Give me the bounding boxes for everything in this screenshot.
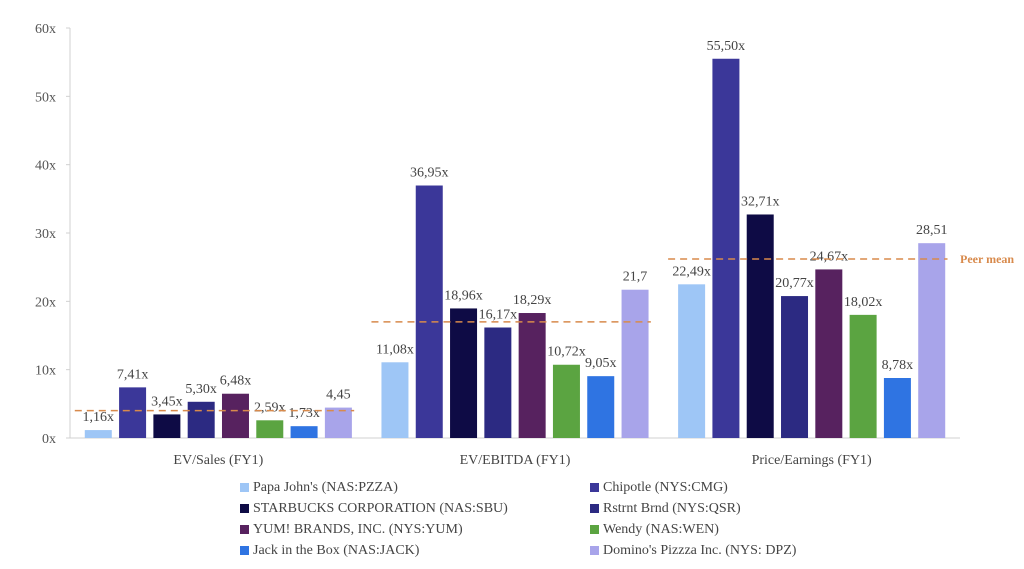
data-label: 9,05x (585, 356, 617, 371)
bar (484, 327, 512, 438)
y-tick-label: 10x (35, 364, 56, 379)
y-tick-label: 40x (35, 159, 56, 174)
data-label: 16,17x (479, 308, 518, 323)
legend-swatch (590, 483, 599, 492)
data-label: 4,45 (326, 388, 351, 403)
legend-swatch (240, 546, 249, 555)
legend-item: Domino's Pizzza Inc. (NYS: DPZ) (590, 541, 860, 560)
legend-item: Rstrnt Brnd (NYS:QSR) (590, 499, 860, 518)
data-label: 18,29x (513, 293, 552, 308)
data-label: 3,45x (151, 394, 183, 409)
legend-label: Jack in the Box (NAS:JACK) (253, 542, 420, 558)
bar (415, 185, 443, 438)
bar (849, 314, 877, 438)
bar (518, 313, 546, 438)
bar (918, 243, 946, 438)
legend-swatch (590, 504, 599, 513)
y-tick-label: 20x (35, 295, 56, 310)
data-label: 22,49x (672, 264, 711, 279)
data-label: 5,30x (185, 382, 217, 397)
bar (883, 378, 911, 438)
bar (678, 284, 706, 438)
x-category-label: Price/Earnings (FY1) (752, 453, 872, 468)
x-category-label: EV/EBITDA (FY1) (460, 453, 571, 468)
data-label: 36,95x (410, 166, 449, 181)
legend-item: STARBUCKS CORPORATION (NAS:SBU) (240, 499, 590, 518)
data-label: 6,48x (220, 374, 252, 389)
bar (746, 214, 774, 438)
y-tick-label: 60x (35, 22, 56, 37)
legend-swatch (240, 525, 249, 534)
bar (153, 414, 181, 438)
y-tick-label: 30x (35, 227, 56, 242)
data-label: 18,96x (444, 288, 483, 303)
legend-swatch (590, 525, 599, 534)
legend-label: Rstrnt Brnd (NYS:QSR) (603, 500, 741, 516)
bar (552, 364, 580, 438)
legend-label: Wendy (NAS:WEN) (603, 521, 719, 537)
legend-item: Chipotle (NYS:CMG) (590, 478, 860, 497)
data-label: 11,08x (376, 342, 414, 357)
bar (815, 269, 843, 438)
y-tick-label: 50x (35, 90, 56, 105)
legend-swatch (240, 504, 249, 513)
bar (84, 430, 112, 438)
legend-label: Domino's Pizzza Inc. (NYS: DPZ) (603, 542, 797, 558)
data-label: 20,77x (775, 276, 814, 291)
legend: Papa John's (NAS:PZZA) Chipotle (NYS:CMG)… (240, 478, 860, 560)
bar (290, 426, 318, 438)
legend-label: YUM! BRANDS, INC. (NYS:YUM) (253, 521, 463, 537)
bar (119, 387, 147, 438)
bar (324, 407, 352, 438)
bar (256, 420, 284, 438)
peer-mean-label: Peer mean (960, 252, 1014, 266)
data-label: 18,02x (844, 295, 883, 310)
y-tick-label: 0x (42, 432, 56, 447)
data-label: 10,72x (547, 345, 586, 360)
legend-item: YUM! BRANDS, INC. (NYS:YUM) (240, 520, 590, 539)
bar (621, 289, 649, 438)
bar (712, 58, 740, 438)
data-label: 28,51 (916, 223, 948, 238)
data-label: 1,73x (288, 406, 320, 421)
legend-label: Papa John's (NAS:PZZA) (253, 479, 398, 495)
data-label: 8,78x (882, 358, 914, 373)
data-label: 2,59x (254, 400, 286, 415)
data-label: 24,67x (810, 249, 849, 264)
legend-item: Wendy (NAS:WEN) (590, 520, 860, 539)
data-label: 21,7 (623, 270, 648, 285)
bar (587, 376, 615, 438)
legend-swatch (590, 546, 599, 555)
data-label: 1,16x (83, 410, 115, 425)
bar (450, 308, 478, 438)
data-label: 7,41x (117, 367, 149, 382)
data-label: 32,71x (741, 194, 780, 209)
legend-swatch (240, 483, 249, 492)
bar (781, 296, 809, 438)
x-category-label: EV/Sales (FY1) (173, 453, 263, 468)
bar (221, 393, 249, 438)
legend-label: Chipotle (NYS:CMG) (603, 479, 728, 495)
legend-label: STARBUCKS CORPORATION (NAS:SBU) (253, 500, 508, 516)
data-label: 55,50x (707, 39, 746, 54)
legend-item: Papa John's (NAS:PZZA) (240, 478, 590, 497)
bar (187, 401, 215, 438)
bar (381, 362, 409, 438)
legend-item: Jack in the Box (NAS:JACK) (240, 541, 590, 560)
